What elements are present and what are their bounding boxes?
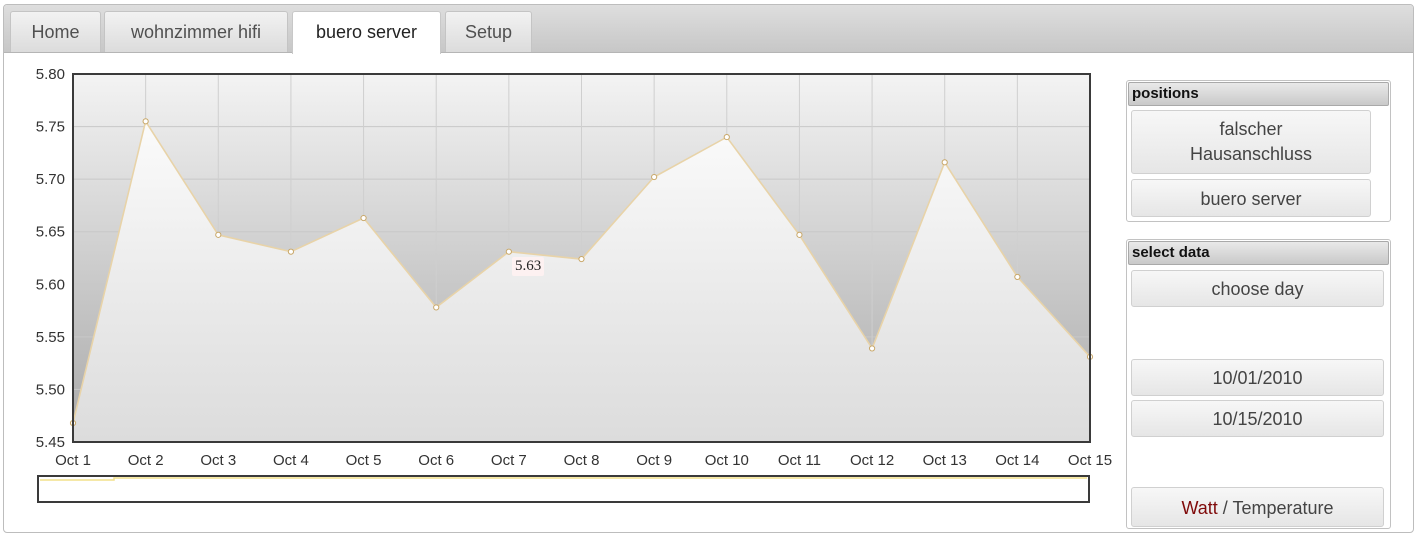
data-point-oct-9[interactable] bbox=[651, 173, 658, 181]
select-data-header: select data bbox=[1128, 241, 1389, 265]
y-tick-label: 5.75 bbox=[36, 119, 65, 136]
data-point-oct-7[interactable] bbox=[505, 248, 512, 255]
tab-buero-server[interactable]: buero server bbox=[292, 11, 441, 54]
position-label-line2: Hausanschluss bbox=[1189, 144, 1313, 164]
select-data-panel: select data choose day 10/01/2010 10/15/… bbox=[1126, 239, 1391, 529]
y-tick-label: 5.80 bbox=[36, 66, 65, 83]
data-point-oct-4[interactable] bbox=[287, 248, 295, 255]
y-tick-label: 5.60 bbox=[36, 276, 65, 293]
tab-setup[interactable]: Setup bbox=[445, 11, 532, 52]
data-point-oct-3[interactable] bbox=[215, 231, 222, 238]
y-axis: 5.80 5.75 5.70 5.65 5.60 5.55 5.50 5.45 bbox=[36, 66, 65, 451]
data-point-oct-10[interactable] bbox=[723, 133, 730, 141]
y-tick-label: 5.70 bbox=[36, 171, 65, 188]
tab-home[interactable]: Home bbox=[10, 11, 101, 52]
watt-option[interactable]: Watt bbox=[1181, 498, 1218, 518]
x-tick-label: Oct 5 bbox=[346, 452, 382, 469]
overview-navigator[interactable] bbox=[37, 475, 1090, 503]
end-date-field[interactable]: 10/15/2010 bbox=[1131, 400, 1384, 437]
x-tick-label: Oct 11 bbox=[778, 452, 821, 469]
x-tick-label: Oct 12 bbox=[850, 452, 894, 469]
y-tick-label: 5.45 bbox=[36, 434, 65, 451]
watt-temperature-toggle[interactable]: Watt / Temperature bbox=[1131, 487, 1384, 527]
data-point-oct-11[interactable] bbox=[796, 231, 803, 238]
y-tick-label: 5.65 bbox=[36, 224, 65, 241]
points-layer bbox=[69, 118, 1094, 427]
x-tick-label: Oct 9 bbox=[636, 452, 672, 469]
x-tick-label: Oct 14 bbox=[995, 452, 1039, 469]
choose-day-button[interactable]: choose day bbox=[1131, 270, 1384, 307]
data-point-oct-5[interactable] bbox=[360, 214, 367, 222]
data-point-oct-6[interactable] bbox=[433, 304, 440, 311]
x-tick-label: Oct 8 bbox=[564, 452, 600, 469]
data-point-oct-2[interactable] bbox=[142, 118, 149, 125]
plot-border bbox=[72, 73, 1091, 443]
x-tick-label: Oct 7 bbox=[491, 452, 527, 469]
mode-separator: / bbox=[1217, 498, 1233, 518]
x-tick-label: Oct 2 bbox=[128, 452, 164, 469]
positions-panel: positions falscher Hausanschluss buero s… bbox=[1126, 80, 1391, 222]
x-tick-label: Oct 4 bbox=[273, 452, 309, 469]
data-point-oct-8[interactable] bbox=[578, 255, 585, 263]
y-tick-label: 5.55 bbox=[36, 329, 65, 346]
data-point-oct-12[interactable] bbox=[868, 345, 876, 352]
temperature-option[interactable]: Temperature bbox=[1232, 498, 1334, 518]
data-point-oct-13[interactable] bbox=[941, 159, 948, 166]
x-tick-label: Oct 3 bbox=[200, 452, 236, 469]
tab-bar: Home wohnzimmer hifi buero server Setup bbox=[4, 5, 1413, 54]
position-falscher-hausanschluss-button[interactable]: falscher Hausanschluss bbox=[1131, 110, 1371, 174]
x-tick-label: Oct 15 bbox=[1068, 452, 1112, 469]
x-tick-label: Oct 13 bbox=[923, 452, 967, 469]
x-axis: Oct 1 Oct 2 Oct 3 Oct 4 Oct 5 Oct 6 Oct 7 Oct 8… bbox=[55, 452, 1112, 469]
positions-header: positions bbox=[1128, 82, 1389, 106]
overview-series-line bbox=[40, 477, 1087, 481]
y-tick-label: 5.50 bbox=[36, 381, 65, 398]
tab-wohnzimmer-hifi[interactable]: wohnzimmer hifi bbox=[104, 11, 288, 52]
start-date-field[interactable]: 10/01/2010 bbox=[1131, 359, 1384, 396]
x-tick-label: Oct 6 bbox=[418, 452, 454, 469]
x-tick-label: Oct 1 bbox=[55, 452, 91, 469]
position-label-line1: falscher bbox=[1219, 119, 1283, 139]
chart[interactable]: 5.805.755.705.655.605.555.505.45 Oct 1 Oc… bbox=[0, 0, 1120, 520]
data-tooltip: 5.63 bbox=[512, 257, 545, 276]
x-tick-label: Oct 10 bbox=[705, 452, 749, 469]
series-area bbox=[73, 121, 1090, 442]
position-buero-server-button[interactable]: buero server bbox=[1131, 179, 1371, 217]
data-point-oct-14[interactable] bbox=[1014, 273, 1021, 281]
